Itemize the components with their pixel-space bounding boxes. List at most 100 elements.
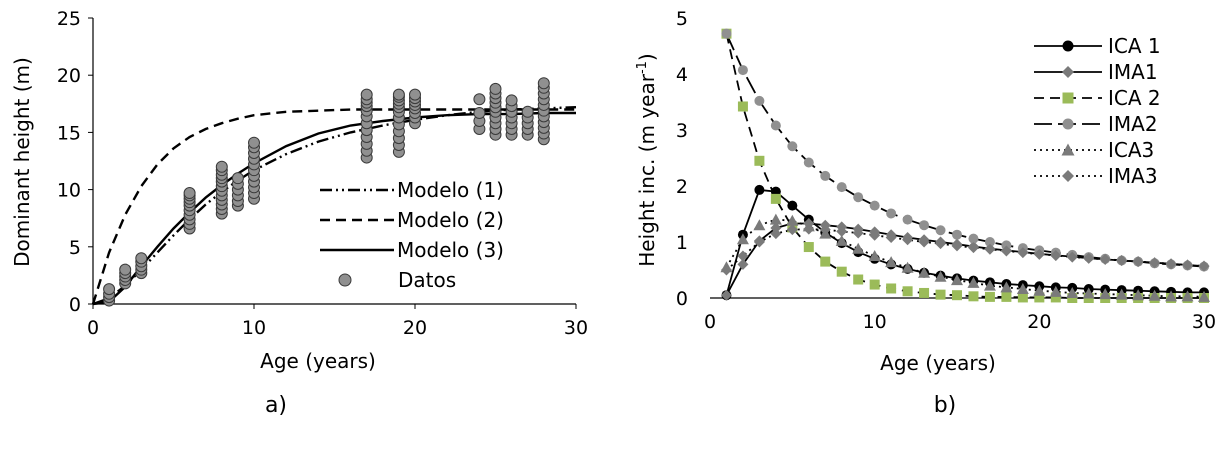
panel-b-series-6-point: [1099, 253, 1111, 265]
panel-b-series-5-point: [885, 256, 898, 268]
panel-b-y-axis-title: Height inc. (m year-1): [635, 53, 659, 266]
panel-a-series-1-line: [92, 106, 577, 306]
panel-b-series-3-point: [1017, 292, 1028, 303]
panel-b-series-6-point: [1149, 257, 1161, 269]
panel-b-series-6-point: [1182, 259, 1194, 271]
panel-b-series-5-point: [1165, 290, 1178, 302]
panel-b-series-6-point: [935, 238, 947, 250]
panel-a-y-tick-label: 25: [57, 8, 81, 30]
panel-b-series-6-point: [1066, 251, 1078, 263]
panel-b-series-6-point: [984, 243, 996, 255]
panel-b-series-6-line: [725, 228, 1205, 271]
panel-b-series-5-point: [1082, 287, 1095, 299]
panel-b-y-axis-title-main: Height inc. (m year: [635, 73, 659, 266]
panel-b-series-5-point: [1132, 289, 1145, 301]
panel-b-legend-marker: [1062, 170, 1074, 182]
panel-b-legend-label: IMA2: [1108, 112, 1158, 136]
panel-a-y-tick-label: 15: [57, 122, 81, 144]
panel-b-y-axis-title-close: ): [635, 53, 659, 61]
panel-b-series-6-point: [1198, 260, 1210, 272]
panel-b-x-axis-title: Age (years): [880, 351, 996, 375]
panel-b-series-5-point: [918, 266, 931, 278]
panel-b-x-tick-label: 0: [704, 311, 716, 333]
panel-b-y-tick-label: 0: [676, 288, 688, 310]
panel-b-series-2-point: [770, 222, 782, 234]
panel-a-x-tick-label: 10: [242, 317, 266, 339]
panel-b-series-6-point: [1000, 245, 1012, 257]
panel-b-legend-label: ICA 2: [1108, 86, 1161, 110]
panel-b-legend-label: IMA1: [1108, 60, 1158, 84]
panel-b-series-3-point: [754, 155, 765, 166]
panel-b-series-3-point: [968, 291, 979, 302]
panel-b-series-5-point: [934, 270, 947, 282]
panel-b-series-1-point: [754, 184, 765, 195]
panel-b-x-tick-label: 20: [1027, 311, 1051, 333]
panel-b-series-3-point: [770, 193, 781, 204]
panel-b-series-4-point: [919, 220, 930, 231]
panel-a-x-tick-label: 30: [564, 317, 588, 339]
panel-a-y-tick-label: 20: [57, 65, 81, 87]
panel-b-series-3-point: [820, 256, 831, 267]
panel-b-series-4-point: [820, 170, 831, 181]
panel-b-series-6-point: [753, 236, 765, 248]
panel-b-series-2-point: [737, 258, 749, 270]
panel-a-legend-label: Modelo (3): [397, 238, 504, 262]
panel-a-data-point: [521, 105, 534, 118]
panel-a-chart: 0 5 10 15 20 25 0 10 20 30 Age (years) Dominant h…: [10, 8, 588, 418]
panel-b-series-5-point: [1016, 283, 1029, 295]
panel-b-series-3-point: [1067, 293, 1078, 303]
panel-b-series-5-point: [951, 274, 963, 286]
panel-b-series-5-point: [1198, 290, 1210, 302]
panel-b-series-3-point: [886, 283, 897, 294]
panel-b-series-6-point: [918, 236, 930, 248]
panel-b-series-6-point: [1116, 254, 1128, 266]
panel-b-series-5-point: [1148, 289, 1161, 301]
panel-b-series-3-point: [737, 101, 748, 112]
panel-b-series-2-point: [720, 289, 732, 301]
panel-a-legend-label: Datos: [398, 268, 456, 292]
panel-b-series-5-point: [1115, 288, 1128, 300]
panel-a-data-point: [409, 88, 421, 101]
panel-b-series-5-point: [786, 214, 799, 226]
panel-b-legend-label: IMA3: [1108, 164, 1158, 188]
panel-b-series-5-point: [901, 261, 914, 273]
panel-a-data-point: [392, 88, 405, 101]
panel-b-series-5-line: [725, 218, 1205, 298]
panel-b-series-6-point: [1033, 248, 1045, 260]
panel-b-series-6-point: [720, 264, 732, 276]
panel-b-legend-marker: [1062, 118, 1074, 130]
panel-b-series-5-point: [967, 276, 980, 288]
panel-b-series-6-point: [1165, 258, 1177, 270]
panel-a-y-tick-label: 0: [69, 294, 81, 316]
panel-a-legend-label: Modelo (1): [397, 178, 504, 202]
panel-b-legend-marker: [1062, 92, 1074, 104]
panel-a-data-point: [473, 93, 486, 106]
panel-b-y-tick-label: 3: [676, 120, 688, 142]
panel-a-legend-marker: [338, 273, 352, 287]
panel-b-series-6-point: [786, 224, 798, 236]
panel-b-series-5-point: [1033, 284, 1046, 296]
panel-b-series-4-point: [803, 157, 814, 168]
panel-a-data-point: [135, 252, 148, 265]
panel-b-series-5-point: [753, 219, 766, 231]
panel-b-label: b): [934, 393, 957, 418]
panel-b-series-6-point: [967, 242, 979, 254]
panel-b-series-5-point: [983, 279, 996, 291]
panel-b-series-4-point: [886, 208, 897, 219]
panel-b-series-3-point: [1050, 292, 1061, 303]
panel-b-series-5-point: [868, 250, 881, 261]
panel-b-series-6-point: [819, 224, 831, 236]
panel-b-series-5-point: [1000, 281, 1013, 293]
panel-b-series-5-point: [1181, 290, 1194, 302]
panel-b-y-axis-title-superscript: -1: [635, 61, 650, 74]
panel-b-series-6-point: [951, 240, 963, 252]
panel-b-series-6-point: [852, 227, 864, 239]
panel-b-legend-marker: [1062, 66, 1074, 78]
panel-a-y-axis-title: Dominant height (m): [10, 57, 34, 267]
panel-b-series-4-point: [770, 120, 781, 131]
panel-b-series-5-point: [736, 233, 749, 245]
panel-b-series-4-point: [754, 95, 765, 106]
panel-b-chart: 0 1 2 3 4 5 0 10 20 30 Age (years) Height inc. (m…: [635, 8, 1216, 418]
panel-a-data-point: [119, 263, 132, 276]
